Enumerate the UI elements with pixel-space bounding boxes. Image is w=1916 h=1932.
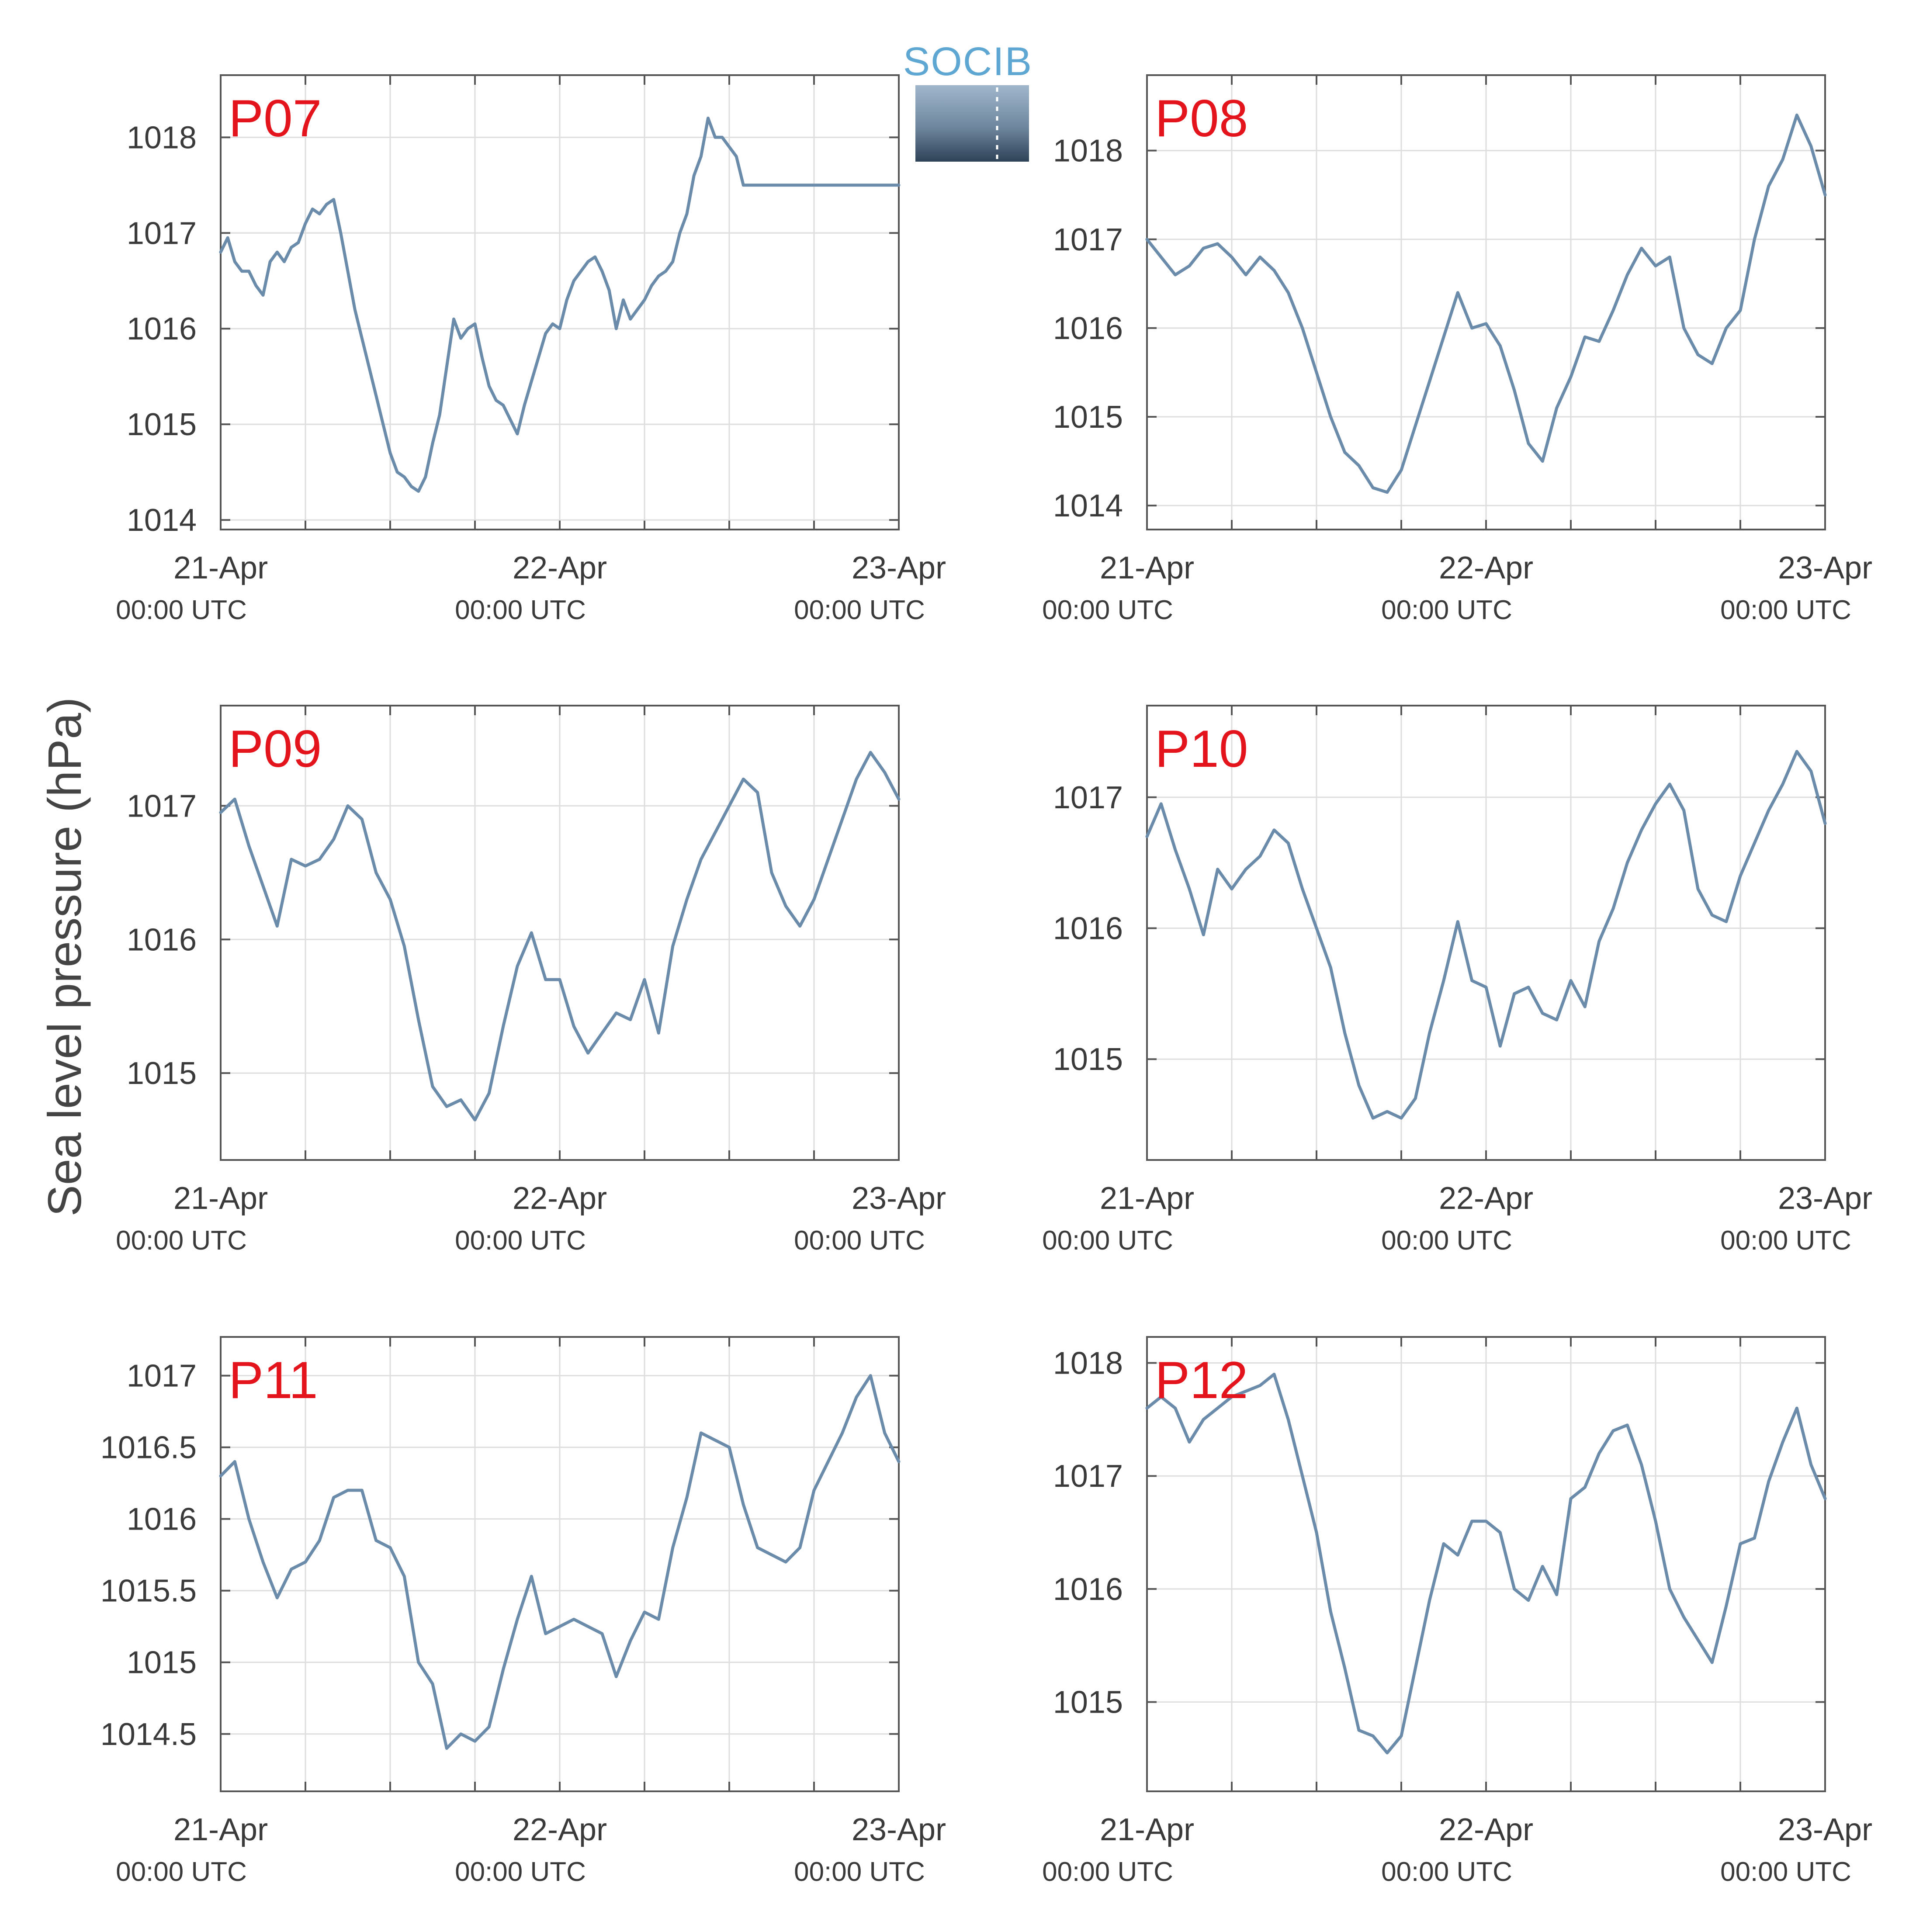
y-tick-label: 1016 xyxy=(1053,1572,1123,1607)
x-tick-sublabel: 00:00 UTC xyxy=(1042,1857,1173,1887)
pressure-series-line xyxy=(1145,1372,1827,1755)
x-tick-sublabel: 00:00 UTC xyxy=(1720,1857,1851,1887)
x-tick-label: 22-Apr xyxy=(1439,1181,1533,1216)
pressure-series-line xyxy=(219,1374,901,1750)
panel-p09: 1015 1016 1017 21-Apr 00:00 UTC 22-Apr 00:00 U… xyxy=(116,705,946,1256)
x-tick-sublabel: 00:00 UTC xyxy=(1381,595,1512,625)
panel-label: P12 xyxy=(1155,1351,1248,1409)
logo-text: SOCIB xyxy=(903,39,1032,84)
pressure-series-line xyxy=(219,117,901,493)
x-tick-sublabel: 00:00 UTC xyxy=(1720,1226,1851,1256)
plot-frame xyxy=(220,74,900,530)
plot-frame xyxy=(1146,705,1826,1161)
y-tick-label: 1016 xyxy=(127,312,197,346)
y-tick-label: 1018 xyxy=(1053,134,1123,169)
x-tick-sublabel: 00:00 UTC xyxy=(1381,1857,1512,1887)
plot-frame xyxy=(1146,1336,1826,1792)
y-tick-label: 1018 xyxy=(127,120,197,155)
socib-logo: SOCIB xyxy=(903,39,1032,162)
y-tick-label: 1015 xyxy=(127,1645,197,1680)
x-tick-label: 23-Apr xyxy=(1778,1181,1872,1216)
panel-p07: 1014 1015 1016 1017 1018 21-Apr 00:00 UTC 22-Ap… xyxy=(116,74,946,625)
x-tick-label: 22-Apr xyxy=(513,1181,607,1216)
x-tick-sublabel: 00:00 UTC xyxy=(1720,595,1851,625)
y-tick-label: 1016 xyxy=(1053,311,1123,346)
x-tick-label: 23-Apr xyxy=(852,1181,946,1216)
y-tick-label: 1014 xyxy=(1053,488,1123,523)
y-tick-label: 1017 xyxy=(127,789,197,824)
y-tick-label: 1017 xyxy=(1053,1459,1123,1494)
x-tick-label: 22-Apr xyxy=(1439,1812,1533,1847)
x-tick-label: 22-Apr xyxy=(1439,551,1533,585)
x-tick-sublabel: 00:00 UTC xyxy=(455,595,586,625)
x-tick-label: 23-Apr xyxy=(1778,1812,1872,1847)
y-tick-label: 1015 xyxy=(127,1056,197,1091)
x-tick-label: 23-Apr xyxy=(852,1812,946,1847)
panel-label: P10 xyxy=(1155,720,1248,778)
y-tick-label: 1015.5 xyxy=(100,1574,197,1609)
y-tick-label: 1015 xyxy=(127,407,197,442)
y-tick-label: 1015 xyxy=(1053,1042,1123,1077)
x-tick-label: 22-Apr xyxy=(513,1812,607,1847)
panel-label: P07 xyxy=(229,89,322,148)
panel-p11: 1014.5 1015 1015.5 1016 1016.5 1017 21-Apr 00:0… xyxy=(100,1336,946,1887)
x-tick-sublabel: 00:00 UTC xyxy=(116,1857,247,1887)
x-tick-sublabel: 00:00 UTC xyxy=(116,595,247,625)
y-tick-label: 1016 xyxy=(127,922,197,957)
y-tick-label: 1015 xyxy=(1053,400,1123,435)
pressure-series-line xyxy=(219,751,901,1122)
x-tick-label: 21-Apr xyxy=(173,551,268,585)
x-tick-label: 23-Apr xyxy=(1778,551,1872,585)
plot-frame xyxy=(220,1336,900,1792)
y-tick-label: 1018 xyxy=(1053,1346,1123,1381)
y-tick-label: 1016 xyxy=(1053,911,1123,946)
x-tick-label: 21-Apr xyxy=(1100,551,1194,585)
y-tick-label: 1014 xyxy=(127,503,197,538)
x-tick-label: 21-Apr xyxy=(1100,1812,1194,1847)
panel-p12: 1015 1016 1017 1018 21-Apr 00:00 UTC 22-Apr 00:… xyxy=(1042,1336,1872,1887)
y-tick-label: 1017 xyxy=(1053,222,1123,257)
plot-frame xyxy=(220,705,900,1161)
plot-frame xyxy=(1146,74,1826,530)
x-tick-sublabel: 00:00 UTC xyxy=(455,1857,586,1887)
x-tick-label: 22-Apr xyxy=(513,551,607,585)
y-tick-label: 1015 xyxy=(1053,1685,1123,1720)
pressure-series-line xyxy=(1145,750,1827,1120)
panel-p10: 1015 1016 1017 21-Apr 00:00 UTC 22-Apr 00:00 U… xyxy=(1042,705,1872,1256)
panel-label: P11 xyxy=(229,1351,318,1409)
x-tick-sublabel: 00:00 UTC xyxy=(1042,1226,1173,1256)
y-tick-label: 1017 xyxy=(127,1359,197,1394)
x-tick-sublabel: 00:00 UTC xyxy=(116,1226,247,1256)
panel-label: P08 xyxy=(1155,89,1248,148)
x-tick-label: 21-Apr xyxy=(1100,1181,1194,1216)
y-tick-label: 1017 xyxy=(127,216,197,251)
x-tick-sublabel: 00:00 UTC xyxy=(794,1226,925,1256)
y-axis-label: Sea level pressure (hPa) xyxy=(38,697,91,1217)
x-tick-sublabel: 00:00 UTC xyxy=(794,1857,925,1887)
x-tick-sublabel: 00:00 UTC xyxy=(1042,595,1173,625)
x-tick-label: 23-Apr xyxy=(852,551,946,585)
y-tick-label: 1017 xyxy=(1053,780,1123,815)
x-tick-sublabel: 00:00 UTC xyxy=(455,1226,586,1256)
pressure-series-line xyxy=(1145,113,1827,494)
x-tick-sublabel: 00:00 UTC xyxy=(794,595,925,625)
panel-label: P09 xyxy=(229,720,322,778)
y-tick-label: 1016 xyxy=(127,1502,197,1537)
y-tick-label: 1014.5 xyxy=(100,1717,197,1752)
x-tick-label: 21-Apr xyxy=(173,1812,268,1847)
x-tick-sublabel: 00:00 UTC xyxy=(1381,1226,1512,1256)
panel-p08: 1014 1015 1016 1017 1018 21-Apr 00:00 UTC 22-Ap… xyxy=(1042,74,1872,625)
x-tick-label: 21-Apr xyxy=(173,1181,268,1216)
y-tick-label: 1016.5 xyxy=(100,1430,197,1465)
